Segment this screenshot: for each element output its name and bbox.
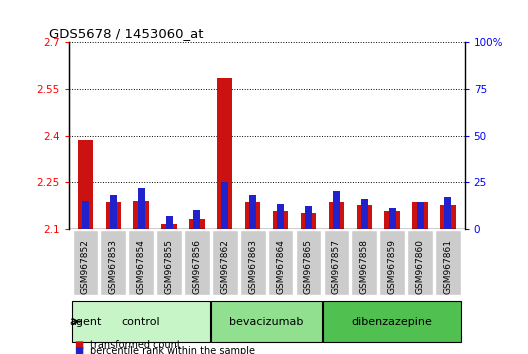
FancyBboxPatch shape [211, 301, 322, 342]
Text: GSM967857: GSM967857 [332, 239, 341, 294]
FancyBboxPatch shape [100, 230, 126, 295]
Text: GSM967865: GSM967865 [304, 239, 313, 294]
FancyBboxPatch shape [435, 230, 461, 295]
FancyBboxPatch shape [323, 301, 461, 342]
Text: ■: ■ [74, 340, 83, 350]
Text: bevacizumab: bevacizumab [230, 316, 304, 326]
Bar [356, 205, 372, 229]
Text: GSM967852: GSM967852 [81, 239, 90, 293]
Bar [217, 78, 232, 229]
Text: GSM967855: GSM967855 [165, 239, 174, 294]
Bar [277, 204, 284, 229]
Bar [329, 202, 344, 229]
Bar [193, 210, 201, 229]
FancyBboxPatch shape [128, 230, 154, 295]
Bar [305, 206, 312, 229]
Bar [249, 195, 256, 229]
FancyBboxPatch shape [268, 230, 294, 295]
Bar [440, 205, 456, 229]
FancyBboxPatch shape [324, 230, 349, 295]
FancyBboxPatch shape [72, 230, 98, 295]
Bar [134, 201, 149, 229]
Text: GSM967864: GSM967864 [276, 239, 285, 293]
Text: dibenzazepine: dibenzazepine [352, 316, 432, 326]
Text: GSM967854: GSM967854 [137, 239, 146, 293]
Bar [138, 188, 145, 229]
Text: transformed count: transformed count [90, 340, 181, 350]
FancyBboxPatch shape [379, 230, 405, 295]
Bar [389, 208, 395, 229]
Text: GSM967856: GSM967856 [192, 239, 201, 294]
Text: GSM967860: GSM967860 [416, 239, 425, 294]
Bar [333, 191, 340, 229]
Bar [273, 211, 288, 229]
Text: GSM967859: GSM967859 [388, 239, 397, 294]
FancyBboxPatch shape [407, 230, 433, 295]
Bar [106, 202, 121, 229]
Bar [301, 213, 316, 229]
FancyBboxPatch shape [296, 230, 322, 295]
Text: GSM967861: GSM967861 [444, 239, 452, 294]
Bar [82, 201, 89, 229]
Bar [189, 219, 204, 229]
Bar [412, 202, 428, 229]
Text: GSM967863: GSM967863 [248, 239, 257, 294]
FancyBboxPatch shape [184, 230, 210, 295]
Text: GSM967862: GSM967862 [220, 239, 229, 293]
Text: percentile rank within the sample: percentile rank within the sample [90, 346, 254, 354]
Text: GSM967853: GSM967853 [109, 239, 118, 294]
Text: GSM967858: GSM967858 [360, 239, 369, 294]
FancyBboxPatch shape [212, 230, 238, 295]
Bar [166, 216, 173, 229]
Bar [245, 202, 260, 229]
Bar [162, 224, 177, 229]
Bar [221, 182, 228, 229]
Text: agent: agent [69, 316, 101, 326]
Text: GDS5678 / 1453060_at: GDS5678 / 1453060_at [49, 27, 203, 40]
FancyBboxPatch shape [240, 230, 266, 295]
Bar [445, 197, 451, 229]
Bar [78, 140, 93, 229]
FancyBboxPatch shape [72, 301, 210, 342]
Bar [417, 202, 423, 229]
Text: ■: ■ [74, 346, 83, 354]
FancyBboxPatch shape [352, 230, 377, 295]
Text: control: control [122, 316, 161, 326]
FancyBboxPatch shape [156, 230, 182, 295]
Bar [384, 211, 400, 229]
Bar [110, 195, 117, 229]
Bar [361, 199, 367, 229]
